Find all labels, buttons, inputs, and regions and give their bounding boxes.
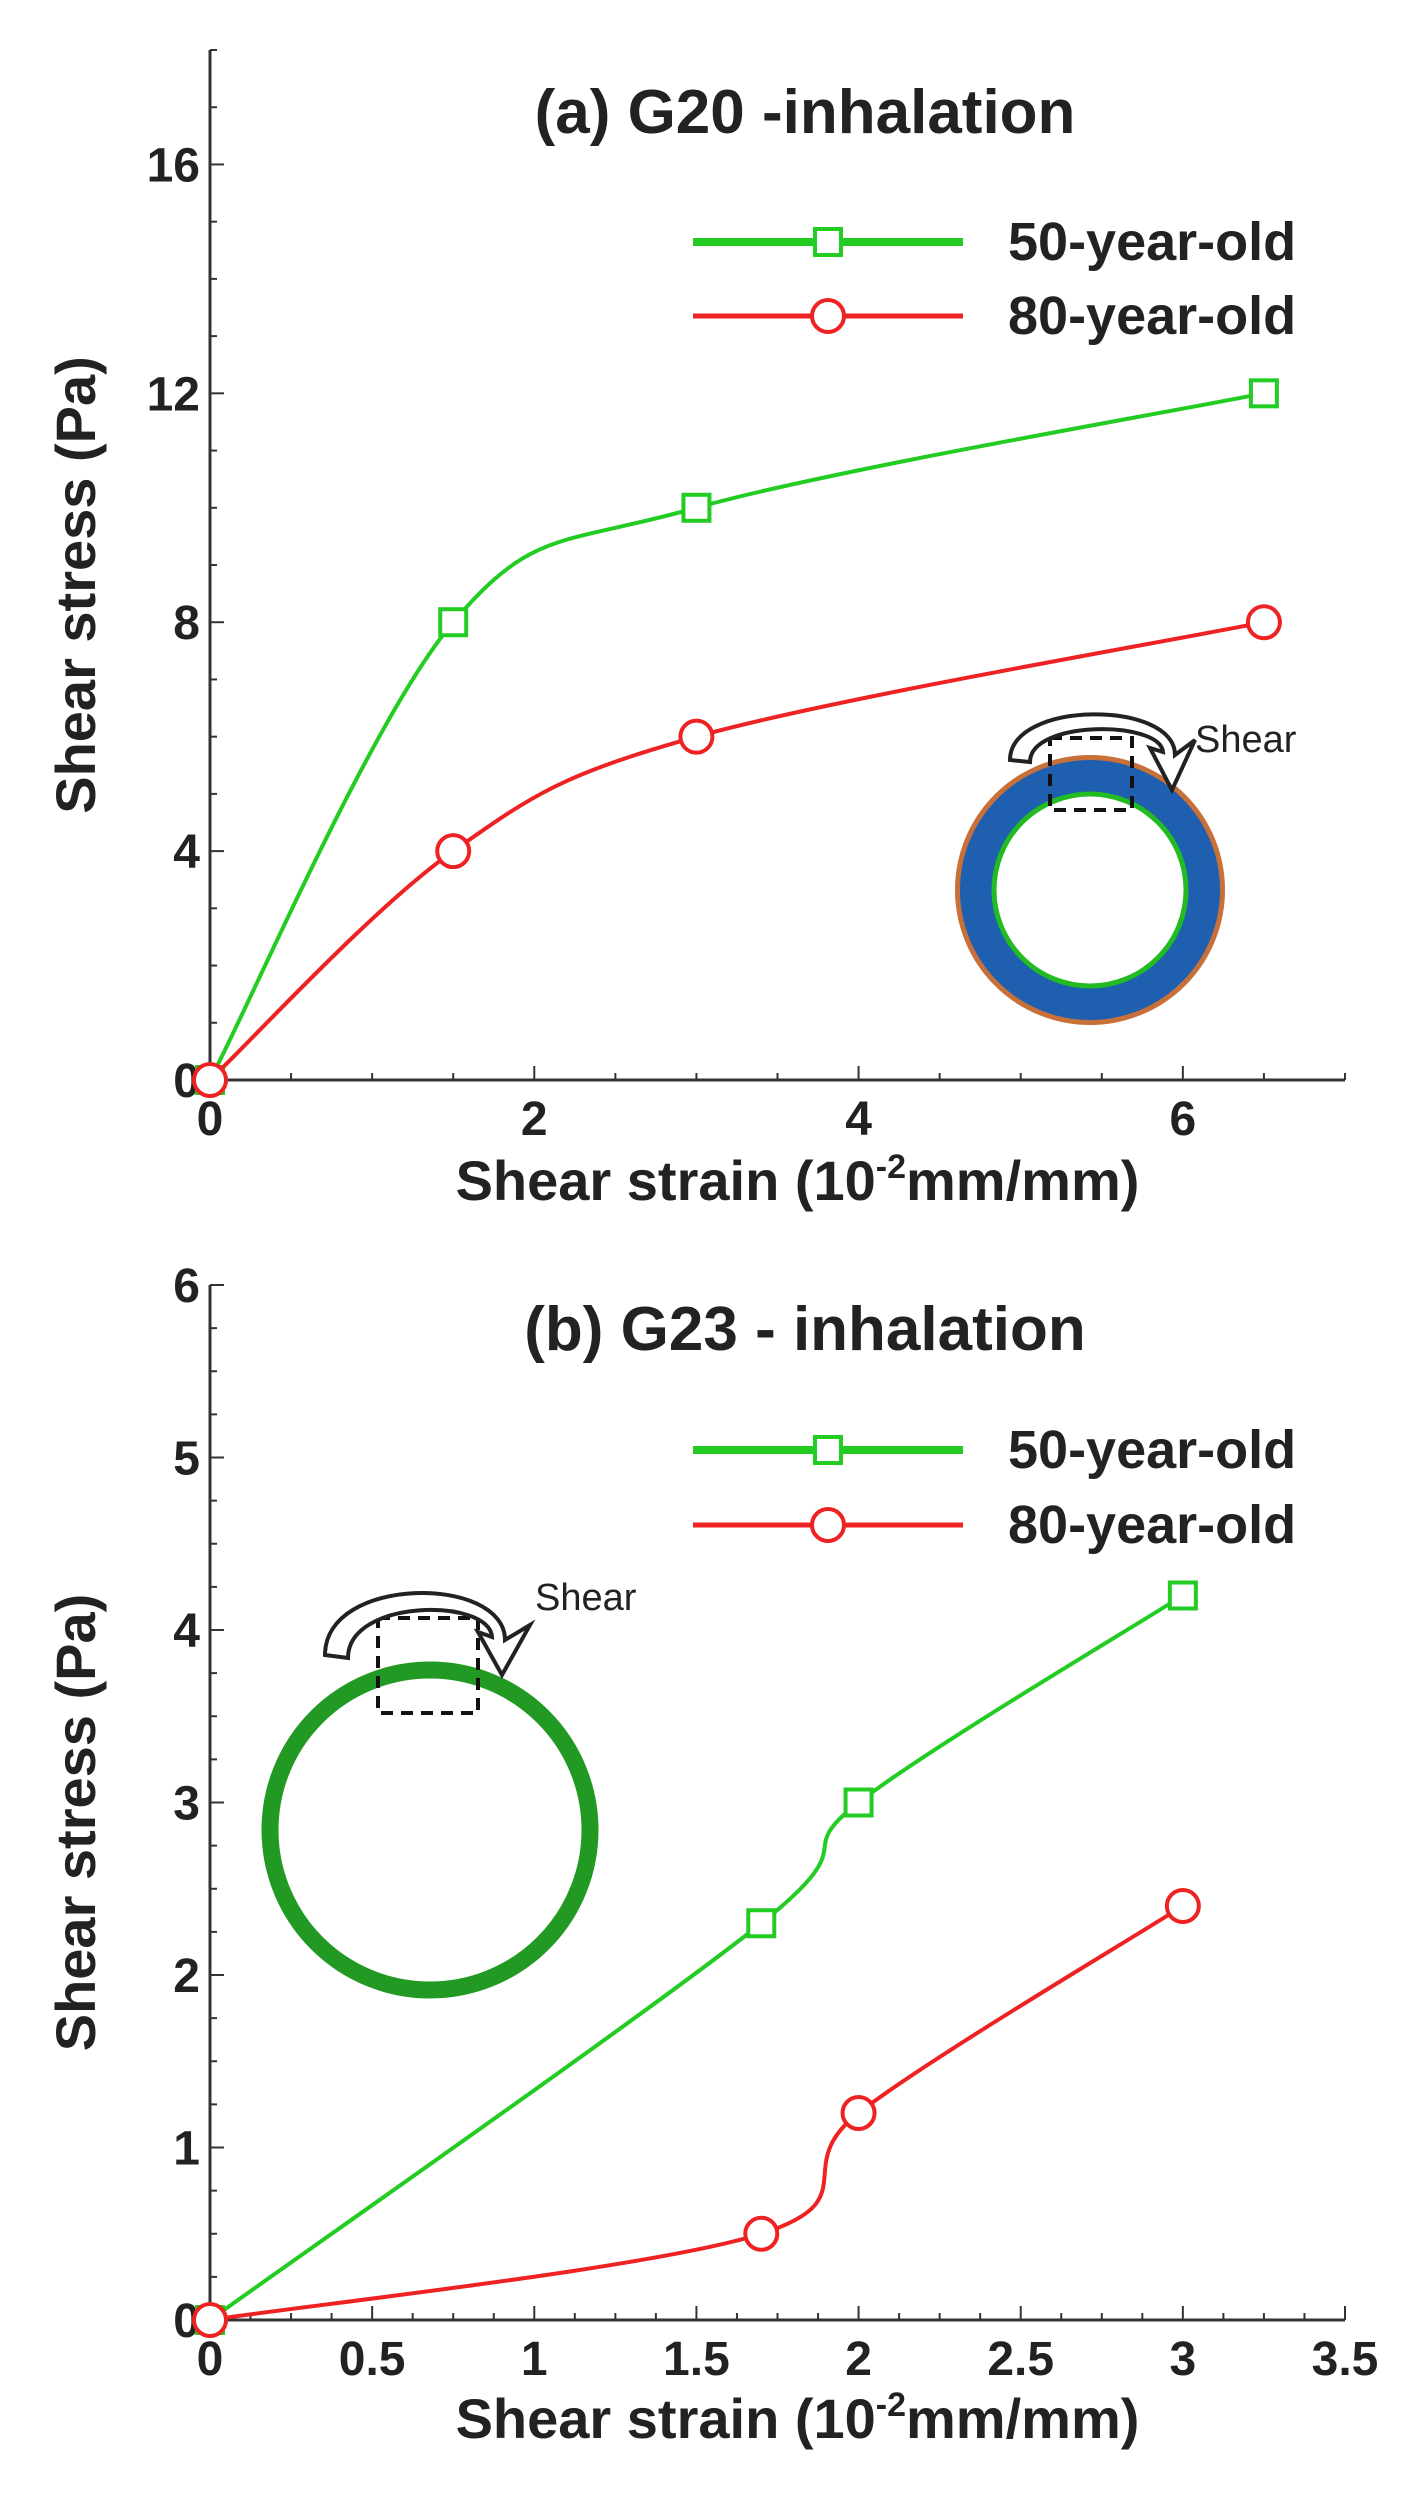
x-tick-label: 3.5 [1312,2333,1379,2386]
data-point [746,1908,777,1939]
legend-label: 50-year-old [1008,212,1296,272]
series-50-year-old [195,1580,1198,2335]
y-tick-label: 6 [173,1260,200,1313]
tube-outer-edge [955,755,1225,1025]
x-tick-label: 3 [1170,2333,1197,2386]
x-tick-label: 2.5 [987,2333,1054,2386]
x-tick-label: 0 [197,2333,224,2386]
y-tick-label: 8 [173,597,200,650]
data-point [192,2302,228,2338]
x-tick-label: 1.5 [663,2333,730,2386]
data-point [840,2095,877,2131]
legend-label: 80-year-old [1008,1495,1296,1555]
legend-marker [810,298,846,334]
legend-label: 80-year-old [1008,286,1296,346]
data-point [681,492,712,523]
shear-inset-diagram: Shear [955,712,1297,1025]
data-point [192,1062,228,1098]
legend-entry: 80-year-old [693,1495,1296,1555]
y-tick-label: 4 [173,826,200,879]
y-axis-title: Shear stress (Pa) [44,1594,107,2052]
data-point [743,2215,780,2252]
shear-inset-diagram: Shear [261,1577,637,1999]
data-point [1245,604,1282,641]
shear-region-box [1048,736,1134,812]
legend-entry: 80-year-old [693,286,1296,346]
series-line [208,620,1265,1082]
x-tick-label: 2 [521,1093,548,1146]
x-tick-label: 4 [845,1093,872,1146]
y-tick-label: 4 [173,1605,200,1658]
chart-title: (b) G23 - inhalation [524,1295,1085,1364]
x-tick-label: 0 [197,1093,224,1146]
y-tick-label: 1 [173,2123,200,2176]
tube-wall-ring [960,760,1220,1020]
y-tick-label: 12 [147,368,200,421]
series-line [208,391,1265,1081]
x-tick-label: 6 [1170,1093,1197,1146]
shear-arrow-icon [1007,712,1197,795]
x-tick-label: 0.5 [339,2333,406,2386]
legend-entry: 50-year-old [693,1420,1296,1480]
data-point [1248,378,1279,409]
y-tick-label: 5 [173,1433,200,1486]
data-point [1167,1580,1198,1611]
shear-label: Shear [1195,719,1297,761]
y-tick-label: 3 [173,1778,200,1831]
data-point [678,718,715,755]
series-80-year-old [192,1888,1201,2338]
data-point [435,833,472,870]
x-tick-label: 2 [845,2333,872,2386]
data-point [438,607,469,638]
x-tick-label: 1 [521,2333,548,2386]
series-line [209,1904,1184,2322]
data-point [843,1787,874,1818]
legend-entry: 50-year-old [693,212,1296,272]
y-tick-label: 16 [147,139,200,192]
legend-marker [813,1435,843,1465]
shear-label: Shear [535,1577,637,1619]
shear-region-box [376,1616,480,1715]
legend-marker [813,227,843,257]
tube-inner-edge [991,791,1189,989]
series-80-year-old [192,604,1282,1098]
tube-wall-ring [261,1661,599,1999]
x-axis-title: Shear strain (10-2mm/mm) [456,2386,1140,2450]
legend-marker [810,1507,846,1543]
shear-arrow-icon [322,1590,536,1680]
legend-label: 50-year-old [1008,1420,1296,1480]
series-line [208,1593,1184,2322]
x-axis-title: Shear strain (10-2mm/mm) [456,1148,1140,1212]
y-axis-title: Shear stress (Pa) [44,356,107,814]
y-tick-label: 2 [173,1950,200,2003]
data-point [1164,1888,1201,1924]
chart-title: (a) G20 -inhalation [535,78,1076,147]
